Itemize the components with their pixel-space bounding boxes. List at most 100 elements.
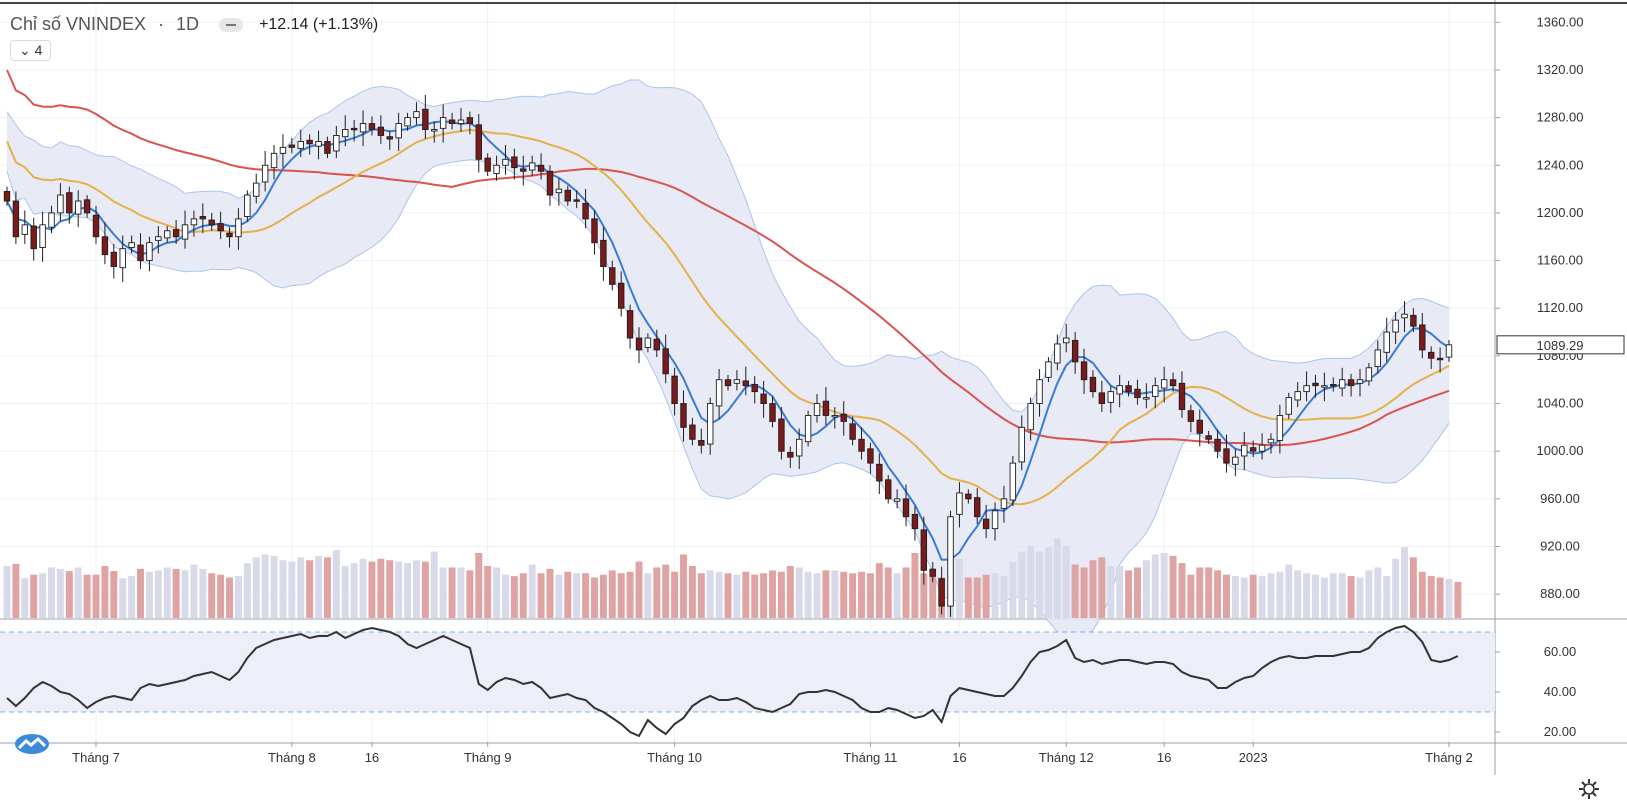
volume-bar [1214,570,1222,618]
timeframe-label[interactable]: 1D [176,14,200,34]
candle-body [30,225,37,250]
candle-body [448,119,456,125]
candle-body [1169,379,1177,387]
volume-bar [973,577,981,618]
volume-bar [537,573,545,618]
volume-bar [56,568,64,618]
candle-body [911,513,919,530]
candle-body [1071,339,1079,363]
volume-bar [955,558,963,618]
candle-body [698,440,705,446]
candle-body [1143,397,1150,400]
time-tick-label: Tháng 11 [843,750,897,765]
time-tick-label: Tháng 2 [1425,750,1473,765]
volume-bar [991,573,999,618]
volume-bar [217,574,225,618]
candle-body [244,194,251,217]
candle-body [520,168,527,172]
volume-bar [1418,571,1426,618]
candle-body [804,415,812,443]
candle-body [386,136,393,140]
volume-bar [1365,570,1373,618]
candle-body [787,451,794,458]
volume-bar [822,570,830,618]
price-tick-label: 1120.00 [1537,300,1583,315]
candle-body [733,379,741,384]
volume-bar [163,567,171,618]
volume-bar [751,574,759,618]
candle-body [546,170,554,196]
tradingview-logo-icon[interactable] [14,733,50,755]
volume-bar [1036,551,1044,618]
candle-body [760,393,767,404]
price-tick-label: 1320.00 [1537,62,1584,77]
candle-body [947,516,954,607]
volume-bar [1107,566,1115,618]
time-tick-label: 16 [952,750,966,765]
candle-body [849,423,856,440]
volume-bar [858,571,865,618]
volume-bar [573,573,581,618]
volume-bar [1000,576,1008,618]
gear-icon[interactable] [1577,777,1601,801]
volume-bars [3,538,1462,618]
candle-body [1241,444,1248,457]
candle-body [466,117,474,125]
bollinger-band [6,79,1450,641]
indicator-toggle-button[interactable]: ⌄ 4 [10,40,52,61]
candle-body [1116,385,1123,395]
volume-bar [3,566,11,618]
volume-bar [412,560,420,618]
candle-body [253,182,260,197]
volume-bar [341,566,349,618]
candle-body [57,194,64,214]
candle-body [1410,314,1417,327]
candle-body [511,156,518,169]
volume-bar [137,568,144,618]
price-tick-label: 1040.00 [1537,396,1584,411]
volume-bar [404,563,412,618]
price-axis[interactable]: 1360.00 1320.00 1280.00 1240.00 1200.00 1160.… [1495,14,1625,739]
volume-bar [680,554,687,618]
volume-bar [1294,570,1302,618]
volume-bar [466,570,474,618]
candle-body [1445,344,1453,358]
volume-bar [982,574,990,618]
candle-body [965,493,972,500]
minus-icon[interactable] [219,17,244,32]
candle-body [306,139,313,145]
volume-bar [279,560,287,618]
candle-body [573,199,580,202]
volume-bar [1178,563,1186,618]
volume-bar [1116,566,1124,618]
candle-body [439,117,447,129]
candle-body [395,123,402,139]
candle-body [1080,361,1088,381]
volume-bar [226,577,234,618]
rsi-tick-label: 20.00 [1544,724,1577,739]
candle-body [1258,444,1266,452]
volume-bar [92,574,100,618]
candle-body [1187,410,1195,422]
volume-bar [1285,564,1293,618]
volume-bar [1258,576,1266,618]
candle-body [368,123,376,130]
volume-bar [377,558,385,618]
volume-bar [1160,553,1168,618]
volume-bar [653,567,661,618]
candle-body [1178,382,1186,410]
volume-bar [1267,573,1275,618]
candle-body [261,164,269,183]
candle-body [1054,343,1061,364]
volume-bar [617,573,625,618]
volume-bar [315,555,323,618]
volume-bar [804,571,812,618]
candle-body [350,127,358,131]
time-axis[interactable]: Tháng 7 Tháng 8 16 Tháng 9 Tháng 10 Tháng 11 1… [72,742,1473,765]
candle-body [617,282,625,309]
volume-bar [234,576,242,618]
candle-body [1018,426,1025,463]
price-change: +12.14 (+1.13%) [259,15,379,33]
volume-bar [493,567,501,618]
